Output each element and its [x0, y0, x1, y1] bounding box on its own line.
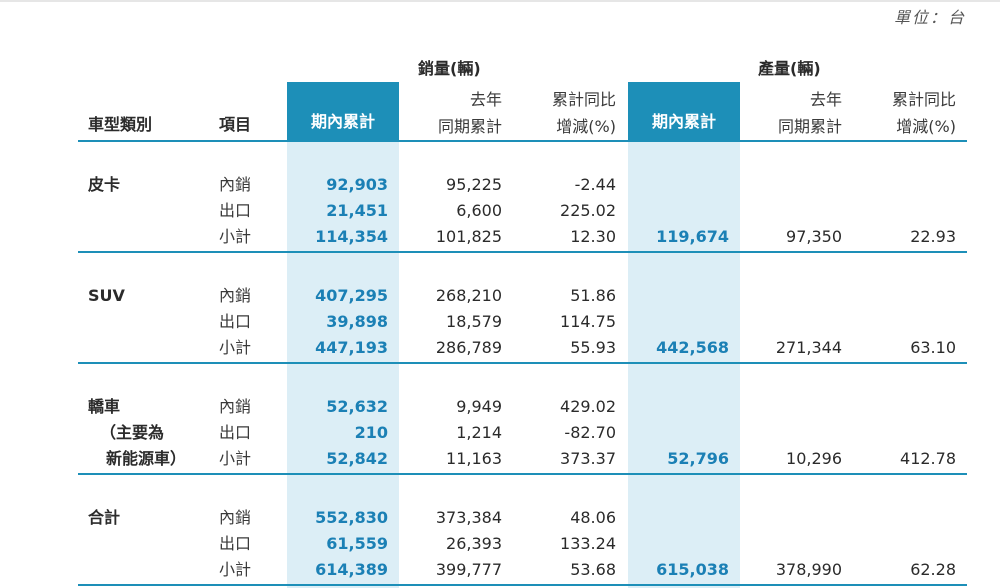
- sales-current-cell: 92,903: [326, 175, 388, 194]
- row-item-label: 出口: [219, 534, 252, 553]
- item-header: 項目: [219, 115, 252, 134]
- sales-yoy-cell: 12.30: [570, 227, 616, 246]
- sales-current-cell: 552,830: [315, 508, 388, 527]
- production-prev-cell: 97,350: [786, 227, 842, 246]
- row-item-label: 小計: [219, 227, 252, 246]
- sales-period-cumulative-header: 期內累計: [287, 82, 399, 140]
- sales-prev-year-line1: 去年: [469, 90, 502, 109]
- sales-prev-year-header: 去年 同期累計: [402, 86, 502, 140]
- vehicle-category-label: 轎車: [88, 397, 121, 416]
- production-yoy-cell: 63.10: [910, 338, 956, 357]
- production-prev-cell: 271,344: [775, 338, 842, 357]
- vehicle-category-label: （主要為: [100, 423, 165, 442]
- production-group-title: 產量(輛): [758, 59, 821, 78]
- vehicle-category-label: 合計: [88, 508, 121, 527]
- production-period-cumulative-label: 期內累計: [651, 112, 716, 131]
- vehicle-type-header: 車型類別: [88, 115, 153, 134]
- row-item-label: 小計: [219, 449, 252, 468]
- section-rule-4: [78, 584, 967, 586]
- sales-yoy-cell: 51.86: [570, 286, 616, 305]
- sales-yoy-cell: 373.37: [560, 449, 616, 468]
- section-rule-3: [78, 473, 967, 475]
- production-yoy-cell: 412.78: [900, 449, 956, 468]
- sales-group-title: 銷量(輛): [418, 59, 481, 78]
- sales-yoy-line1: 累計同比: [551, 90, 616, 109]
- sales-current-cell: 52,632: [326, 397, 388, 416]
- sales-yoy-cell: 53.68: [570, 560, 616, 579]
- sales-current-cell: 614,389: [315, 560, 388, 579]
- production-prev-year-line2: 同期累計: [777, 117, 842, 136]
- row-item-label: 內銷: [219, 175, 252, 194]
- production-prev-cell: 10,296: [786, 449, 842, 468]
- sales-current-cell: 52,842: [326, 449, 388, 468]
- sales-prev-cell: 399,777: [435, 560, 502, 579]
- production-yoy-line1: 累計同比: [891, 90, 956, 109]
- sales-yoy-cell: 48.06: [570, 508, 616, 527]
- row-item-label: 小計: [219, 560, 252, 579]
- production-yoy-line2: 增減(%): [896, 117, 956, 136]
- header-rule: [78, 140, 967, 142]
- production-yoy-header: 累計同比 增減(%): [852, 86, 956, 140]
- sales-current-band: [287, 140, 399, 588]
- production-current-cell: 52,796: [667, 449, 729, 468]
- section-rule-2: [78, 362, 967, 364]
- sales-prev-cell: 268,210: [435, 286, 502, 305]
- sales-yoy-cell: -82.70: [564, 423, 616, 442]
- sales-prev-cell: 1,214: [456, 423, 502, 442]
- production-current-cell: 119,674: [656, 227, 729, 246]
- sales-prev-cell: 95,225: [446, 175, 502, 194]
- sales-current-cell: 21,451: [326, 201, 388, 220]
- production-current-cell: 442,568: [656, 338, 729, 357]
- top-divider: [0, 0, 1000, 2]
- sales-prev-cell: 101,825: [435, 227, 502, 246]
- production-prev-year-header: 去年 同期累計: [742, 86, 842, 140]
- row-item-label: 出口: [219, 423, 252, 442]
- production-yoy-cell: 62.28: [910, 560, 956, 579]
- production-current-cell: 615,038: [656, 560, 729, 579]
- sales-prev-cell: 9,949: [456, 397, 502, 416]
- section-rule-1: [78, 251, 967, 253]
- production-period-cumulative-header: 期內累計: [628, 82, 740, 140]
- row-item-label: 內銷: [219, 286, 252, 305]
- vehicle-category-label: SUV: [88, 286, 125, 305]
- sales-current-cell: 447,193: [315, 338, 388, 357]
- row-item-label: 出口: [219, 312, 252, 331]
- sales-yoy-cell: 429.02: [560, 397, 616, 416]
- sales-prev-cell: 373,384: [435, 508, 502, 527]
- sales-current-cell: 407,295: [315, 286, 388, 305]
- sales-period-cumulative-label: 期內累計: [310, 112, 375, 131]
- production-current-band: [628, 140, 740, 588]
- production-prev-year-line1: 去年: [809, 90, 842, 109]
- sales-yoy-header: 累計同比 增減(%): [512, 86, 616, 140]
- production-prev-cell: 378,990: [775, 560, 842, 579]
- row-item-label: 內銷: [219, 397, 252, 416]
- sales-current-cell: 210: [354, 423, 388, 442]
- sales-prev-cell: 6,600: [456, 201, 502, 220]
- unit-label: 單位：台: [893, 8, 966, 27]
- row-item-label: 內銷: [219, 508, 252, 527]
- sales-current-cell: 39,898: [326, 312, 388, 331]
- sales-yoy-line2: 增減(%): [556, 117, 616, 136]
- production-yoy-cell: 22.93: [910, 227, 956, 246]
- sales-prev-cell: 26,393: [446, 534, 502, 553]
- sales-yoy-cell: 225.02: [560, 201, 616, 220]
- vehicle-category-label: 皮卡: [88, 175, 121, 194]
- row-item-label: 出口: [219, 201, 252, 220]
- sales-current-cell: 114,354: [315, 227, 388, 246]
- sales-yoy-cell: 114.75: [560, 312, 616, 331]
- sales-prev-cell: 18,579: [446, 312, 502, 331]
- sales-yoy-cell: -2.44: [574, 175, 616, 194]
- sales-prev-year-line2: 同期累計: [437, 117, 502, 136]
- sales-current-cell: 61,559: [326, 534, 388, 553]
- sales-prev-cell: 286,789: [435, 338, 502, 357]
- sales-yoy-cell: 55.93: [570, 338, 616, 357]
- vehicle-category-label: 新能源車）: [106, 449, 187, 468]
- sales-prev-cell: 11,163: [446, 449, 502, 468]
- sales-yoy-cell: 133.24: [560, 534, 616, 553]
- row-item-label: 小計: [219, 338, 252, 357]
